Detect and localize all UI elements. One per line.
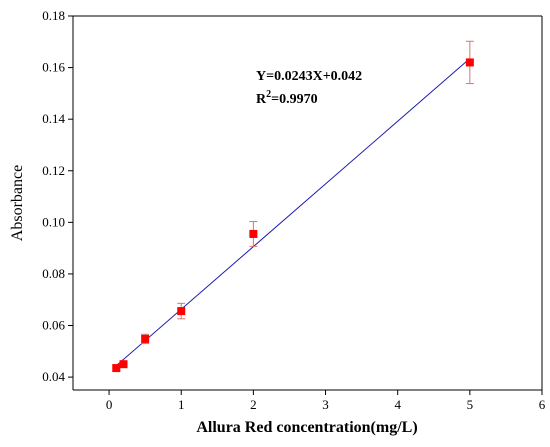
data-point	[249, 229, 258, 238]
data-point	[465, 58, 474, 67]
data-points	[112, 40, 474, 373]
x-tick-label: 3	[322, 397, 329, 412]
fit-line	[115, 58, 471, 367]
y-ticks: 0.04 0.06 0.08 0.10 0.12 0.14 0.16 0.18	[42, 8, 73, 384]
x-tick-label: 4	[394, 397, 401, 412]
data-point	[119, 360, 128, 369]
y-tick-label: 0.14	[42, 111, 65, 126]
y-tick-label: 0.18	[42, 8, 65, 23]
y-tick-label: 0.04	[42, 369, 65, 384]
x-tick-label: 0	[106, 397, 113, 412]
x-axis-title: Allura Red concentration(mg/L)	[196, 419, 417, 436]
y-tick-label: 0.12	[42, 163, 65, 178]
x-ticks: 0 1 2 3 4 5 6	[106, 390, 546, 412]
x-tick-label: 6	[539, 397, 546, 412]
plot-frame	[72, 15, 543, 391]
data-point	[112, 364, 121, 373]
data-point	[141, 334, 150, 343]
fit-layer	[115, 58, 471, 367]
equation-label: Y=0.0243X+0.042	[256, 69, 362, 84]
x-tick-label: 5	[467, 397, 474, 412]
y-tick-label: 0.06	[42, 318, 65, 333]
x-tick-label: 1	[178, 397, 185, 412]
y-axis-title: Absorbance	[9, 165, 26, 241]
y-tick-label: 0.08	[42, 266, 65, 281]
y-tick-label: 0.16	[42, 60, 65, 75]
data-point	[177, 307, 186, 316]
x-tick-label: 2	[250, 397, 257, 412]
r-squared-label: R2=0.9970	[256, 89, 318, 107]
y-tick-label: 0.10	[42, 214, 65, 229]
